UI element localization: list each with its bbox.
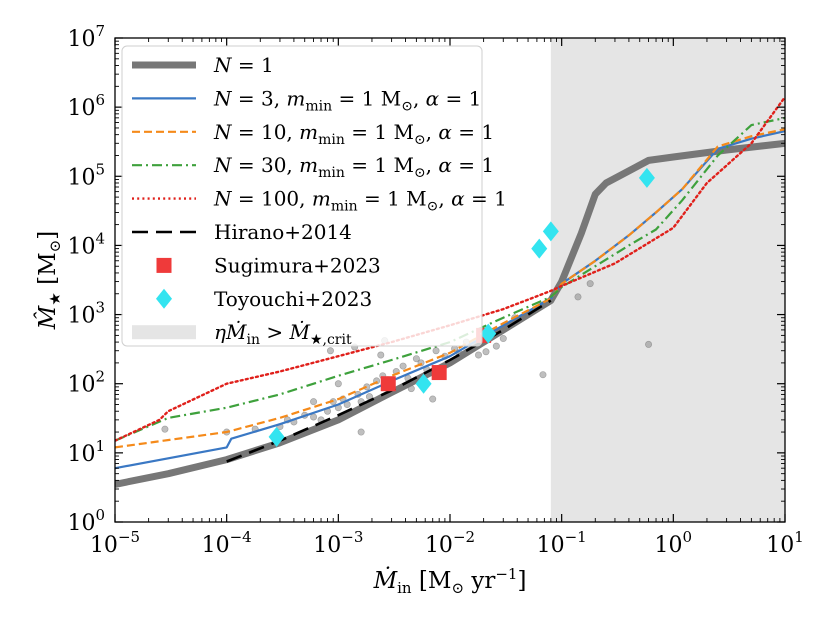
x-tick-label: 10−3 [313, 528, 363, 558]
series-line-3 [115, 116, 785, 442]
scatter-point [326, 347, 334, 355]
scatter-point [492, 342, 500, 350]
toyouchi-marker [638, 167, 655, 188]
legend-swatch-marker [156, 257, 172, 273]
y-tick-label: 103 [67, 299, 105, 329]
scatter-point [432, 347, 440, 355]
x-tick-label: 10−4 [202, 528, 252, 558]
scatter-point [334, 380, 342, 388]
sugimura-marker [380, 376, 396, 392]
legend-label: Hirano+2014 [214, 220, 352, 244]
y-tick-label: 101 [67, 437, 105, 467]
legend-swatch-patch [132, 325, 196, 340]
scatter-point [539, 371, 547, 379]
scatter-point [482, 348, 490, 356]
x-tick-label: 10−2 [425, 528, 475, 558]
legend-label: N = 30, mmin = 1 M⊙, α = 1 [213, 153, 494, 181]
x-tick-label: 10−5 [90, 528, 140, 558]
toyouchi-marker [542, 221, 559, 242]
legend-label: N = 1 [213, 53, 274, 77]
toyouchi-marker [268, 426, 285, 447]
scatter-point [310, 413, 318, 421]
y-tick-label: 104 [67, 229, 105, 259]
legend-swatch-marker [156, 288, 172, 309]
scatter-point [357, 428, 365, 436]
x-tick-label: 101 [766, 528, 804, 558]
scatter-point [645, 340, 653, 348]
legend-label: N = 10, mmin = 1 M⊙, α = 1 [213, 120, 494, 148]
toyouchi-marker [531, 238, 548, 259]
scatter-point [399, 362, 407, 370]
scatter-point [377, 351, 385, 359]
legend-label: Sugimura+2023 [214, 253, 381, 277]
x-axis-title: Ṁin [M⊙ yr−1] [373, 565, 527, 597]
scatter-point [574, 293, 582, 301]
sugimura-marker [431, 365, 447, 381]
legend-label: ηṀin > Ṁ★,crit [214, 320, 352, 348]
scatter-point [429, 395, 437, 403]
y-tick-label: 106 [67, 91, 105, 121]
x-tick-label: 100 [655, 528, 693, 558]
x-tick-label: 10−1 [537, 528, 587, 558]
y-axis-title: M̂★ [M⊙] [35, 231, 64, 330]
y-tick-label: 107 [67, 22, 105, 52]
toyouchi-marker [480, 323, 497, 344]
scatter-point [586, 280, 594, 288]
scatter-point [475, 351, 483, 359]
toyouchi-marker [415, 373, 432, 394]
legend-label: N = 3, mmin = 1 M⊙, α = 1 [213, 86, 481, 114]
legend-label: Toyouchi+2023 [214, 287, 372, 311]
legend-label: N = 100, mmin = 1 M⊙, α = 1 [213, 187, 507, 215]
scatter-point [161, 425, 169, 433]
y-tick-label: 102 [67, 368, 105, 398]
y-tick-label: 100 [67, 506, 105, 536]
y-tick-label: 105 [67, 160, 105, 190]
scatter-point [499, 335, 507, 343]
legend-box [121, 45, 483, 347]
scatter-point [412, 355, 420, 363]
scatter-point [310, 398, 318, 406]
critical-region-shade [550, 38, 785, 522]
